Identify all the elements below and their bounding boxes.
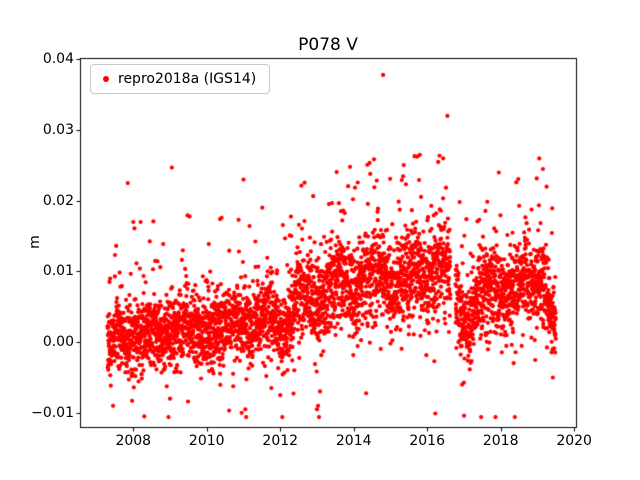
plot-title: P078 V bbox=[298, 35, 358, 55]
legend-label: repro2018a (IGS14) bbox=[118, 71, 257, 87]
x-tick-label: 2014 bbox=[335, 433, 372, 449]
y-tick-label: 0.00 bbox=[42, 334, 74, 351]
x-tick-label: 2010 bbox=[188, 433, 225, 449]
y-tick-label: 0.01 bbox=[42, 263, 74, 280]
y-tick-label: 0.04 bbox=[42, 51, 74, 68]
y-tick-label: 0.03 bbox=[42, 122, 74, 139]
y-axis-label: m bbox=[26, 235, 43, 249]
legend: repro2018a (IGS14) bbox=[90, 64, 271, 94]
x-tick-label: 2018 bbox=[482, 433, 519, 449]
x-tick-label: 2016 bbox=[409, 433, 446, 449]
legend-marker-icon bbox=[103, 76, 109, 82]
y-tick-label: 0.02 bbox=[42, 192, 74, 209]
y-tick-label: −0.01 bbox=[31, 404, 74, 421]
x-tick-label: 2020 bbox=[556, 433, 592, 449]
x-tick-label: 2008 bbox=[115, 433, 152, 449]
x-tick-label: 2012 bbox=[262, 433, 299, 449]
